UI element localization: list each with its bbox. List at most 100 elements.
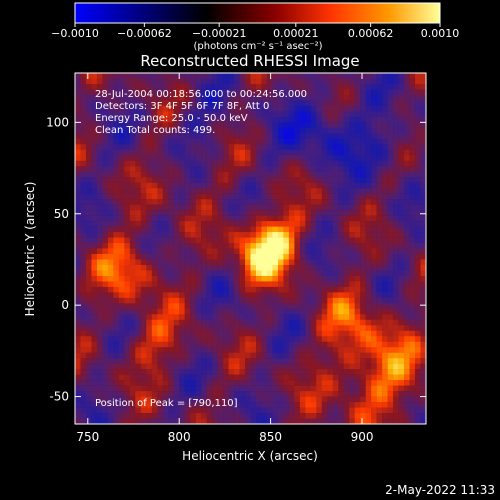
heatmap-cell [310, 127, 317, 134]
heatmap-cell [409, 100, 416, 107]
heatmap-cell [228, 160, 235, 167]
heatmap-cell [124, 166, 131, 172]
heatmap-cell [124, 407, 131, 414]
heatmap-cell [140, 396, 147, 403]
heatmap-cell [266, 363, 273, 370]
heatmap-cell [168, 127, 174, 134]
heatmap-cell [327, 292, 334, 299]
heatmap-cell [245, 358, 251, 364]
heatmap-cell [382, 171, 388, 178]
heatmap-cell [173, 385, 180, 392]
heatmap-cell [140, 297, 147, 304]
heatmap-cell [365, 330, 372, 337]
heatmap-cell [288, 248, 295, 255]
heatmap-cell [261, 380, 268, 386]
heatmap-cell [146, 237, 153, 244]
heatmap-cell [338, 149, 344, 156]
heatmap-cell [102, 319, 109, 326]
heatmap-cell [250, 210, 257, 216]
heatmap-cell [354, 94, 361, 101]
heatmap-cell [255, 380, 262, 386]
heatmap-cell [223, 275, 229, 282]
heatmap-cell [409, 193, 416, 200]
heatmap-cell [75, 270, 81, 277]
heatmap-cell [118, 264, 125, 271]
heatmap-cell [404, 374, 410, 381]
heatmap-cell [393, 325, 399, 332]
heatmap-cell [332, 100, 339, 107]
heatmap-cell [387, 149, 394, 156]
heatmap-cell [294, 133, 301, 140]
heatmap-cell [228, 325, 235, 332]
heatmap-cell [118, 226, 125, 233]
heatmap-cell [398, 341, 405, 348]
heatmap-cell [371, 221, 377, 227]
heatmap-cell [91, 292, 98, 299]
heatmap-cell [398, 116, 405, 123]
heatmap-cell [338, 166, 344, 172]
heatmap-cell [107, 89, 114, 96]
heatmap-cell [316, 253, 323, 260]
heatmap-cell [250, 188, 257, 194]
heatmap-cell [261, 330, 268, 337]
heatmap-cell [288, 358, 295, 364]
heatmap-cell [184, 122, 191, 129]
heatmap-cell [338, 369, 344, 375]
heatmap-cell [299, 226, 306, 233]
heatmap-cell [206, 297, 213, 304]
heatmap-cell [217, 297, 224, 304]
heatmap-cell [409, 73, 416, 79]
heatmap-cell [201, 171, 207, 178]
heatmap-cell [338, 105, 344, 112]
heatmap-cell [184, 413, 191, 419]
heatmap-cell [80, 352, 87, 359]
heatmap-cell [272, 336, 279, 342]
heatmap-cell [91, 330, 98, 337]
heatmap-cell [179, 270, 185, 277]
heatmap-cell [415, 413, 421, 419]
heatmap-cell [129, 182, 136, 189]
heatmap-cell [409, 264, 416, 271]
heatmap-cell [124, 358, 131, 364]
heatmap-cell [234, 160, 240, 167]
heatmap-cell [217, 286, 224, 293]
heatmap-cell [376, 380, 383, 386]
heatmap-cell [168, 149, 174, 156]
heatmap-cell [404, 133, 410, 140]
heatmap-cell [157, 73, 163, 79]
heatmap-cell [168, 407, 174, 414]
heatmap-cell [261, 292, 268, 299]
heatmap-cell [420, 193, 427, 200]
heatmap-cell [85, 138, 92, 145]
heatmap-cell [206, 226, 213, 233]
heatmap-cell [409, 248, 416, 255]
heatmap-cell [420, 396, 427, 403]
heatmap-cell [376, 199, 383, 205]
heatmap-cell [382, 336, 388, 342]
heatmap-cell [349, 215, 355, 222]
heatmap-cell [327, 78, 334, 85]
heatmap-cell [382, 396, 388, 403]
heatmap-cell [223, 281, 229, 288]
heatmap-cell [206, 83, 213, 90]
heatmap-cell [124, 171, 131, 178]
heatmap-cell [387, 253, 394, 260]
heatmap-cell [305, 264, 312, 271]
heatmap-cell [404, 391, 410, 397]
heatmap-cell [168, 105, 174, 112]
heatmap-cell [157, 303, 163, 310]
heatmap-cell [360, 314, 366, 321]
heatmap-cell [212, 83, 218, 90]
heatmap-cell [162, 314, 169, 321]
heatmap-cell [113, 385, 120, 392]
heatmap-cell [245, 188, 251, 194]
heatmap-cell [349, 133, 355, 140]
heatmap-cell [299, 100, 306, 107]
heatmap-cell [195, 374, 202, 381]
heatmap-cell [272, 89, 279, 96]
heatmap-cell [146, 314, 153, 321]
heatmap-cell [146, 166, 153, 172]
heatmap-cell [124, 297, 131, 304]
heatmap-cell [305, 232, 312, 238]
heatmap-cell [184, 166, 191, 172]
